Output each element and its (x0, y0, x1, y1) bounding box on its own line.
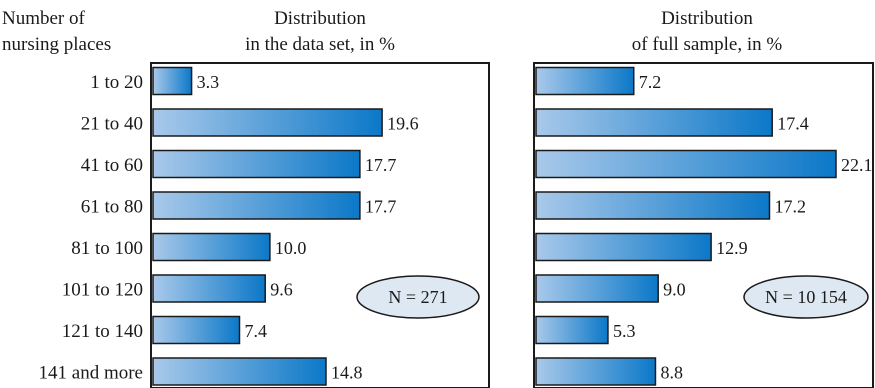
bar-value-label: 17.2 (774, 197, 806, 217)
panel-2-sample-size-ellipse (743, 275, 869, 319)
data-set-distribution-panel: Distribution in the data set, in % 3.3 19… (150, 8, 490, 388)
bar-value-label: 12.9 (716, 238, 748, 258)
category-label: 81 to 100 (71, 238, 143, 259)
panel-2-frame (533, 62, 874, 388)
bar-value-label: 5.3 (613, 321, 636, 341)
category-label: 101 to 120 (62, 280, 143, 301)
panel-1-title-line-2: in the data set, in % (245, 34, 395, 55)
bar-value-label: 17.4 (777, 114, 809, 134)
panel-1-title-line-1: Distribution (274, 8, 366, 29)
row-header-line-1: Number of (2, 8, 86, 29)
panel-2-sample-size: N = 10 154 (765, 287, 847, 307)
bar (152, 357, 327, 386)
panel-1-frame (150, 62, 490, 388)
category-label: 41 to 60 (81, 155, 143, 176)
bar (535, 108, 773, 137)
category-label: 61 to 80 (81, 197, 143, 218)
category-label: 141 and more (39, 363, 143, 384)
bar (535, 274, 659, 303)
bar (535, 357, 657, 386)
bar (152, 315, 241, 345)
category-labels: 1 to 20 21 to 40 41 to 60 61 to 80 81 to 100… (39, 72, 143, 384)
bar (152, 108, 383, 137)
bar (152, 232, 271, 262)
panel-1-sample-size-ellipse (356, 275, 480, 319)
bar (152, 274, 266, 303)
bar-value-label: 9.0 (663, 280, 686, 300)
panel-2-title-line-2: of full sample, in % (632, 34, 783, 55)
bar (535, 66, 635, 96)
bar-value-label: 17.7 (365, 197, 397, 217)
bar (535, 315, 609, 345)
bar-value-label: 3.3 (197, 72, 220, 92)
bar-value-label: 7.2 (639, 72, 662, 92)
bar-value-label: 17.7 (365, 155, 397, 175)
category-label: 121 to 140 (62, 321, 143, 342)
bar-value-label: 7.4 (244, 321, 267, 341)
bar-value-label: 14.8 (331, 363, 363, 383)
bar-value-label: 19.6 (387, 114, 419, 134)
bar (535, 149, 837, 179)
bar (152, 191, 361, 220)
bar-value-label: 9.6 (270, 280, 293, 300)
panel-1-sample-size: N = 271 (388, 287, 447, 307)
bar-value-label: 10.0 (275, 238, 307, 258)
bar (535, 232, 712, 262)
panel-2-title-line-1: Distribution (661, 8, 753, 29)
row-header-line-2: nursing places (2, 34, 111, 55)
bar (152, 149, 361, 179)
category-label: 21 to 40 (81, 114, 143, 135)
category-label: 1 to 20 (90, 72, 143, 93)
full-sample-distribution-panel: Distribution of full sample, in % 7.2 17.… (533, 8, 874, 388)
bar (152, 66, 193, 96)
bar (535, 191, 771, 220)
bar-value-label: 22.1 (841, 155, 873, 175)
bar-value-label: 8.8 (660, 363, 683, 383)
